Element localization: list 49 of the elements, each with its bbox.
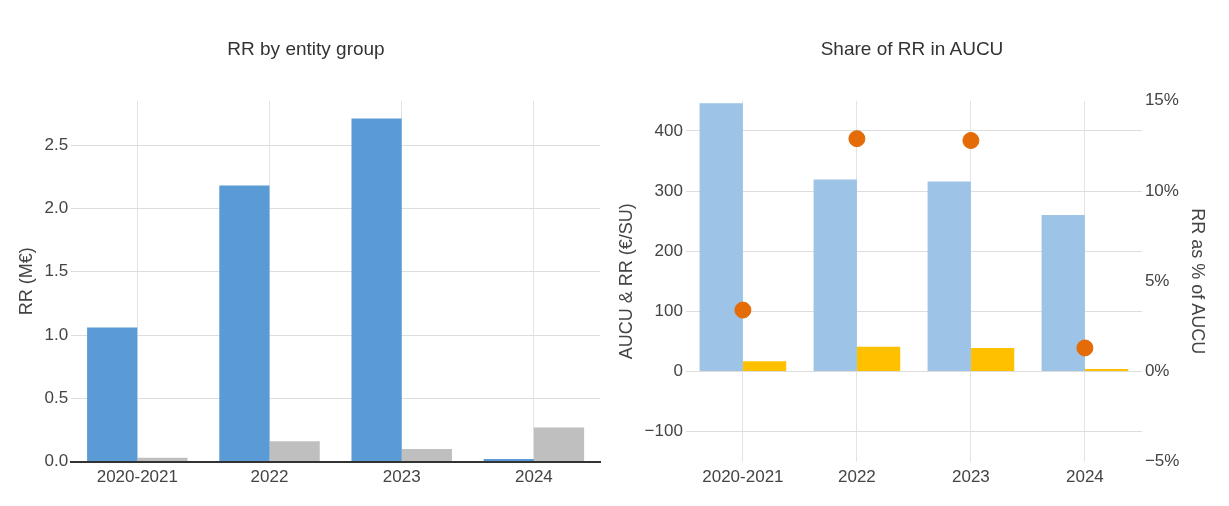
bar [970,347,1015,371]
y-tick-label: 1.0 [44,324,69,344]
y2-tick-label: 0% [1144,361,1170,381]
y-tick-label: −100 [644,421,683,441]
x-tick-label: 2024 [1065,467,1104,487]
x-tick-label: 2023 [951,467,990,487]
bar [269,441,320,462]
bar [1041,215,1085,371]
bar [137,457,188,462]
y-tick-label: 2.5 [44,134,69,154]
bar [87,327,138,462]
point [1076,339,1094,357]
x-tick-label: 2022 [250,467,289,487]
y-tick-label: 0.5 [44,387,69,407]
point [848,130,866,148]
y-tick-label: 0.0 [44,451,69,471]
x-tick-label: 2023 [382,467,421,487]
y-axis-title: RR (M€) [15,247,36,316]
bar [483,459,534,462]
bar [742,361,787,371]
bar [219,185,270,462]
chart-title: Share of RR in AUCU [820,37,1004,59]
y2-axis-title: RR as % of AUCU [1188,208,1209,355]
x-tick-label: 2020-2021 [702,467,784,487]
bar [533,427,585,462]
bar [856,346,901,371]
y-tick-label: 100 [654,300,683,320]
bar [351,118,402,462]
bar [813,179,857,371]
bar [401,448,452,462]
y-tick-label: 0 [673,361,683,381]
y-tick-label: 300 [654,180,683,200]
y2-tick-label: 15% [1144,90,1179,110]
y-tick-label: 400 [654,120,683,140]
y-tick-label: 1.5 [44,261,69,281]
y-tick-label: 2.0 [44,198,69,218]
y2-tick-label: 5% [1144,270,1170,290]
point [734,301,752,319]
y2-tick-label: −5% [1144,451,1180,471]
y-axis-title: AUCU & RR (€/SU) [615,203,636,360]
bar [699,103,743,371]
y-tick-label: 200 [654,240,683,260]
bar [927,181,971,371]
x-tick-label: 2022 [837,467,876,487]
point [962,131,980,149]
chart-title: RR by entity group [227,37,385,59]
y2-tick-label: 10% [1144,180,1179,200]
x-tick-label: 2024 [514,467,553,487]
x-tick-label: 2020-2021 [96,467,178,487]
